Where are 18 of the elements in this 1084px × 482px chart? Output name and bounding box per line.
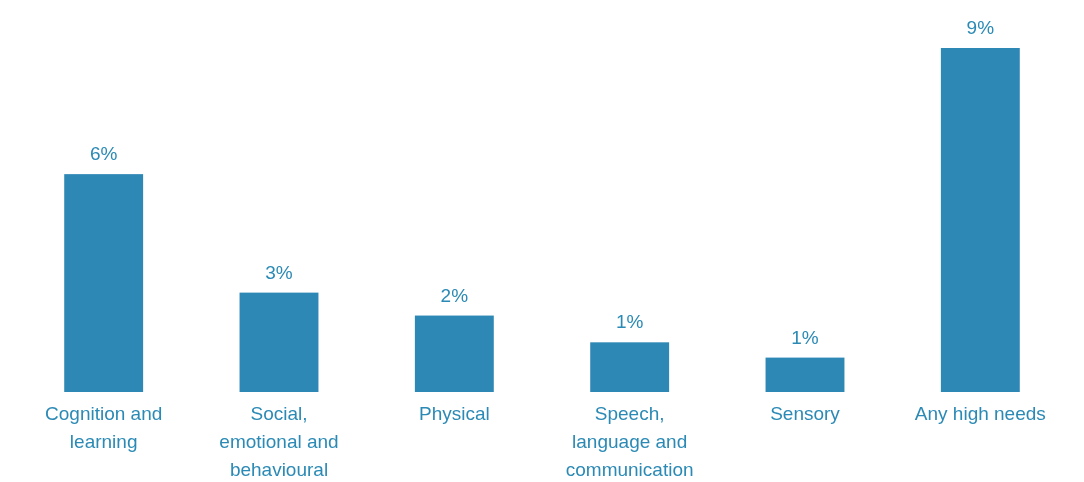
bar [239,292,319,392]
data-label: 1% [791,326,819,348]
bar [64,174,144,392]
data-label: 1% [615,311,644,333]
data-label: 3% [265,261,293,283]
bar [414,315,494,392]
data-label: 9% [966,17,995,38]
data-label: 6% [89,143,118,165]
x-tick-label: Speech, language and communication [565,403,694,480]
x-tick-label: Sensory [770,403,841,424]
x-tick-label: Any high needs [914,403,1046,424]
bar [590,342,670,392]
x-tick-label: Social, emotional and behavioural [219,403,339,480]
bar [940,48,1020,392]
data-label: 2% [440,284,469,306]
x-tick-label: Physical [418,403,490,424]
bar [765,357,845,392]
x-tick-label: Cognition and learning [45,403,163,452]
